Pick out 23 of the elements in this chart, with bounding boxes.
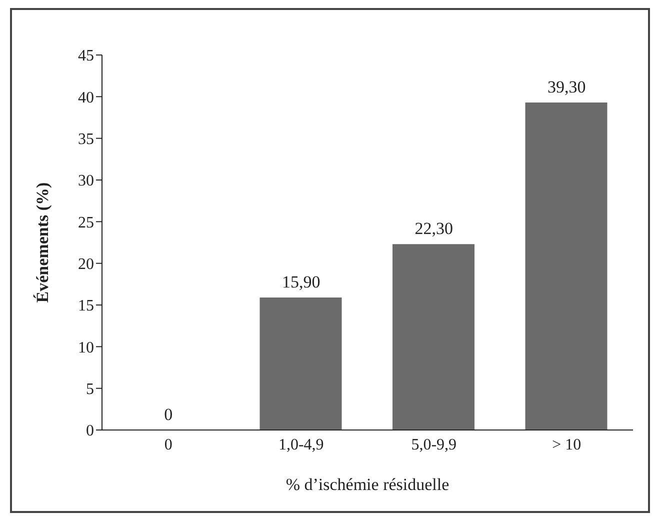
x-tick-label: 5,0-9,9: [411, 436, 457, 454]
bar: [260, 298, 342, 430]
y-tick-label: 35: [78, 131, 94, 148]
y-tick-label: 0: [86, 422, 94, 440]
data-label: 39,30: [548, 78, 586, 96]
data-label: 15,90: [282, 272, 320, 292]
y-axis-title: Événements (%): [33, 182, 52, 303]
x-axis-title: % d’ischémie résiduelle: [286, 475, 450, 494]
y-tick-label: 40: [78, 89, 94, 106]
bar: [525, 102, 608, 430]
y-tick-label: 25: [78, 214, 94, 232]
bar: [392, 244, 474, 430]
y-tick-label: 15: [78, 298, 94, 315]
y-tick-label: 10: [78, 339, 94, 356]
x-tick-label: 0: [164, 436, 172, 454]
y-tick-label: 5: [86, 381, 94, 398]
data-label: 0: [164, 405, 173, 424]
y-tick-label: 20: [78, 256, 94, 274]
y-tick-label: 30: [78, 172, 94, 190]
data-label: 22,30: [414, 219, 453, 238]
y-tick-label: 45: [78, 48, 94, 65]
x-tick-label: 1,0-4,9: [278, 436, 324, 454]
x-tick-label: > 10: [552, 436, 582, 454]
